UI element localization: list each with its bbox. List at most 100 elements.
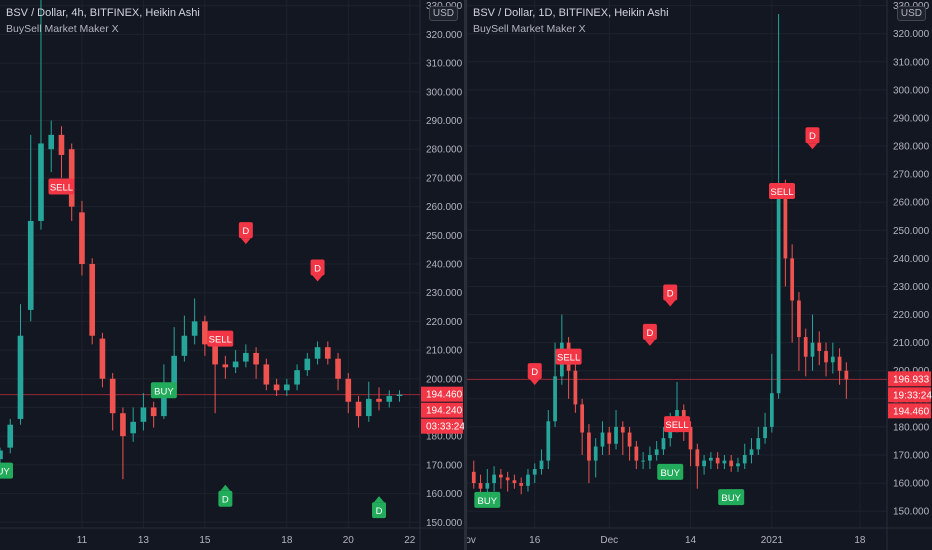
y-tick-label: 270.000	[893, 170, 930, 181]
x-tick-label: 13	[138, 535, 150, 546]
candle-body	[161, 390, 167, 417]
candle-body	[512, 480, 517, 484]
price-tag	[421, 402, 463, 418]
candle-body	[7, 424, 14, 448]
x-tick-label: 20	[343, 535, 355, 546]
candle-body	[844, 370, 849, 380]
candle-body	[386, 396, 393, 402]
candle-body	[191, 321, 198, 336]
signal-label: SELL	[665, 420, 688, 431]
buy-signal-marker: BUY	[657, 463, 684, 480]
price-tag	[888, 387, 931, 403]
chart-title: BSV / Dollar, 4h, BITFINEX, Heikin Ashi	[6, 7, 200, 19]
candle-body	[345, 378, 352, 402]
candle-body	[532, 469, 537, 475]
x-tick-label: 18	[854, 535, 866, 546]
signal-label: SELL	[770, 187, 793, 198]
signal-label: BUY	[721, 493, 741, 504]
signal-label: BUY	[0, 467, 10, 478]
x-tick-label: 15	[199, 535, 211, 546]
signal-label: BUY	[154, 386, 174, 397]
candle-body	[600, 432, 605, 447]
signal-label: SELL	[50, 183, 73, 194]
candle-body	[150, 407, 157, 417]
candle-body	[492, 474, 496, 484]
y-tick-label: 260.000	[426, 202, 463, 213]
candle-body	[304, 358, 311, 371]
price-tag	[421, 386, 463, 402]
candle-body	[709, 457, 713, 461]
sell-signal-marker: SELL	[48, 178, 75, 195]
candle-body	[140, 407, 147, 422]
candle-body	[614, 426, 618, 444]
chart-pane-4h[interactable]: 330.000320.000310.000300.000290.000280.0…	[0, 0, 464, 550]
y-tick-label: 290.000	[426, 116, 463, 127]
candle-body	[824, 351, 828, 363]
y-tick-label: 270.000	[426, 173, 463, 184]
sell-signal-marker: SELL	[664, 416, 690, 433]
candle-body	[742, 454, 747, 464]
candle-body	[648, 454, 652, 461]
y-tick-label: 310.000	[426, 59, 463, 70]
currency-badge[interactable]: USD	[428, 6, 458, 21]
signal-label: D	[222, 495, 229, 506]
candle-body	[365, 398, 372, 417]
x-tick-label: 2021	[761, 535, 784, 546]
candle-body	[627, 432, 632, 447]
signal-label: D	[667, 289, 674, 300]
y-tick-label: 240.000	[426, 260, 463, 271]
signal-label: D	[646, 328, 653, 339]
up-signal-marker: D	[218, 484, 233, 507]
candlestick-chart-4h[interactable]: 330.000320.000310.000300.000290.000280.0…	[0, 0, 464, 550]
down-signal-marker: D	[238, 222, 253, 245]
candle-body	[58, 134, 65, 155]
candle-body	[109, 378, 116, 414]
price-tag-label: 03:33:24	[426, 422, 464, 433]
candle-body	[355, 401, 362, 417]
down-signal-marker: D	[663, 284, 678, 307]
y-tick-label: 150.000	[893, 507, 930, 518]
candle-body	[471, 471, 476, 484]
chart-pane-1d[interactable]: 330.000320.000310.000300.000290.000280.0…	[467, 0, 932, 550]
y-tick-label: 200.000	[426, 374, 463, 385]
candle-body	[68, 149, 75, 207]
candle-body	[212, 344, 218, 365]
currency-badge[interactable]: USD	[896, 6, 926, 21]
candle-body	[837, 356, 842, 371]
candle-body	[294, 370, 300, 385]
candle-body	[48, 134, 55, 150]
candle-body	[27, 220, 34, 310]
candle-body	[243, 352, 249, 362]
signal-label: D	[376, 506, 383, 517]
candle-body	[263, 364, 270, 385]
candle-body	[661, 438, 666, 450]
buy-signal-marker: BUY	[718, 489, 745, 506]
y-tick-label: 250.000	[893, 226, 930, 237]
candle-body	[607, 432, 612, 444]
candle-body	[573, 370, 578, 405]
y-tick-label: 280.000	[893, 142, 930, 153]
candle-body	[797, 300, 801, 338]
candle-body	[526, 474, 530, 486]
signal-label: D	[809, 131, 816, 142]
indicator-name: BuySell Market Maker X	[6, 23, 119, 35]
x-tick-label: 16	[529, 535, 541, 546]
pane-divider[interactable]	[464, 0, 467, 550]
candle-body	[273, 384, 280, 391]
candle-body	[587, 432, 591, 461]
candle-body	[763, 426, 767, 439]
signal-label: D	[314, 263, 321, 274]
y-tick-label: 290.000	[893, 113, 930, 124]
candle-body	[396, 394, 403, 396]
candle-body	[695, 449, 700, 467]
candle-body	[580, 404, 585, 433]
down-signal-marker: D	[310, 259, 325, 282]
candle-body	[499, 474, 503, 478]
candle-body	[79, 212, 85, 264]
candle-body	[729, 460, 734, 467]
y-tick-label: 170.000	[893, 450, 930, 461]
signal-label: BUY	[660, 468, 680, 479]
candle-body	[38, 143, 44, 221]
candlestick-chart-1d[interactable]: 330.000320.000310.000300.000290.000280.0…	[467, 0, 932, 550]
candle-body	[749, 449, 754, 455]
